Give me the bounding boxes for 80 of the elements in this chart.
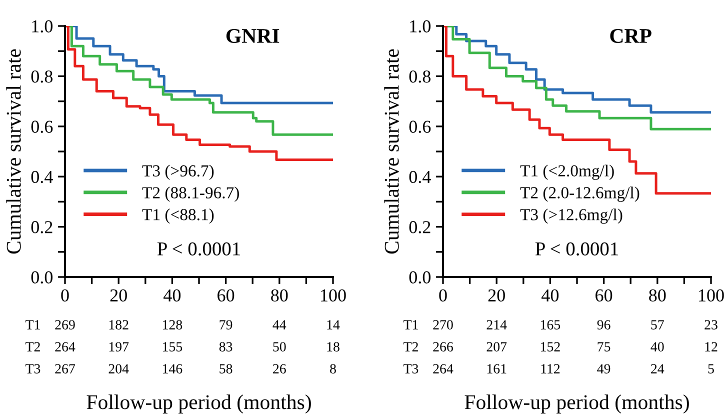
x-tick-label: 80 [271,289,288,302]
y-axis-title: Cumulative survival rate [6,49,21,254]
text: 12 [705,342,718,352]
text: 58 [220,364,232,374]
text: 197 [109,342,129,352]
text: 146 [163,364,182,374]
x-axis-title: Follow-up period (months) [464,394,689,414]
text: 49 [597,364,610,374]
y-tick-label: 0.2 [31,221,52,234]
text: T3 [404,364,418,374]
text: 23 [704,320,718,330]
y-tick-label: 1.0 [410,20,431,33]
y-tick-label: 0.0 [409,271,431,284]
text: T1 [26,320,40,330]
text: 152 [541,342,560,352]
y-tick-label: 1.0 [32,20,53,33]
y-tick-label: 0.6 [31,120,53,133]
text: 161 [487,364,506,374]
y-tick-label: 0.4 [31,170,53,184]
text: 44 [272,320,286,330]
text: T2 [26,342,40,352]
x-axis-title: Follow-up period (months) [86,394,311,414]
text: 75 [598,342,610,352]
text: 14 [327,320,340,330]
text: 128 [163,320,182,330]
chart-title: CRP [610,28,652,43]
text: 24 [651,364,664,374]
text: 26 [273,364,286,374]
chart-title: GNRI [226,28,280,43]
text: 182 [109,320,128,330]
text: T3 [26,364,40,374]
legend-label: T1 (<2.0mg/l) [520,164,614,180]
annotation: P < 0.0001 [535,242,618,256]
text: 204 [108,364,129,374]
y-tick-label: 0.0 [31,271,53,284]
y-tick-label: 0.8 [409,70,431,83]
text: 83 [219,342,232,352]
legend-label: T3 (>12.6mg/l) [520,208,622,224]
text: 112 [541,364,560,374]
text: 18 [327,342,340,352]
annotation: P < 0.0001 [157,242,240,256]
text: 269 [55,320,75,330]
text: 79 [220,320,232,330]
x-tick-label: 20 [110,289,127,302]
text: 264 [55,342,76,352]
y-tick-label: 0.6 [409,120,431,133]
legend-label: T2 (2.0-12.6mg/l) [520,186,640,202]
text: 5 [708,364,714,374]
legend-label: T2 (88.1-96.7) [142,186,239,202]
x-tick-label: 0 [439,289,447,302]
legend-label: T1 (<88.1) [142,208,214,224]
text: 40 [650,342,664,352]
text: 50 [273,342,286,352]
text: 214 [486,320,507,330]
x-tick-label: 40 [164,289,181,302]
text: 165 [541,320,560,330]
text: 8 [330,364,336,374]
text: 267 [55,364,76,374]
x-tick-label: 100 [699,289,724,302]
text: 155 [163,342,182,352]
y-axis-title: Cumulative survival rate [384,49,399,254]
x-tick-label: 80 [649,289,666,302]
y-tick-label: 0.4 [409,170,431,184]
x-tick-label: 60 [218,289,234,302]
x-tick-label: 100 [321,289,346,302]
text: 96 [597,320,610,330]
x-tick-label: 0 [61,289,69,302]
text: 266 [433,342,453,352]
x-tick-label: 60 [596,289,612,302]
y-tick-label: 0.8 [31,70,53,83]
text: 207 [486,342,507,352]
x-tick-label: 20 [488,289,505,302]
y-tick-label: 0.2 [409,221,430,234]
x-tick-label: 40 [542,289,559,302]
legend-label: T3 (>96.7) [142,164,214,180]
text: 57 [651,320,664,330]
text: T1 [404,320,418,330]
text: 270 [433,320,453,330]
text: T2 [404,342,418,352]
text: 264 [433,364,454,374]
